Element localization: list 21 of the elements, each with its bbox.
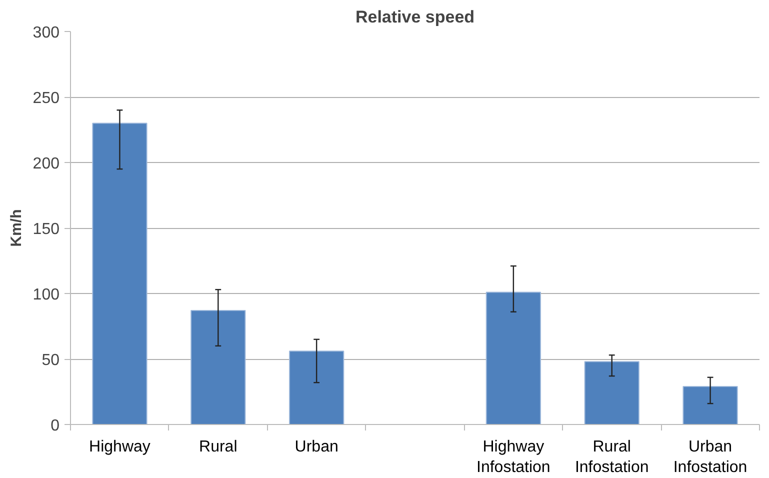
bar bbox=[92, 122, 148, 424]
bar bbox=[682, 386, 738, 424]
bar bbox=[486, 292, 541, 424]
x-tick-label: Urban bbox=[294, 438, 338, 456]
bar bbox=[584, 361, 640, 424]
y-tick-label: 0 bbox=[50, 418, 60, 434]
x-tick-label: Urban Infostation bbox=[673, 438, 748, 476]
y-tick-label: 150 bbox=[32, 221, 60, 238]
y-axis-title: Km/h bbox=[8, 209, 25, 247]
y-tick-label: 100 bbox=[32, 286, 60, 304]
y-tick-label: 250 bbox=[32, 90, 60, 107]
x-tick-label: Highway bbox=[89, 438, 150, 456]
bar bbox=[190, 310, 246, 424]
y-tick-label: 300 bbox=[32, 24, 60, 42]
chart-title: Relative speed bbox=[355, 8, 475, 26]
y-tick-label: 200 bbox=[32, 156, 60, 172]
y-tick-label: 50 bbox=[42, 352, 60, 369]
x-tick-label: Highway Infostation bbox=[476, 438, 550, 476]
bar bbox=[289, 350, 344, 424]
x-tick-label: Rural Infostation bbox=[574, 438, 649, 476]
x-tick-label: Rural bbox=[199, 438, 238, 456]
